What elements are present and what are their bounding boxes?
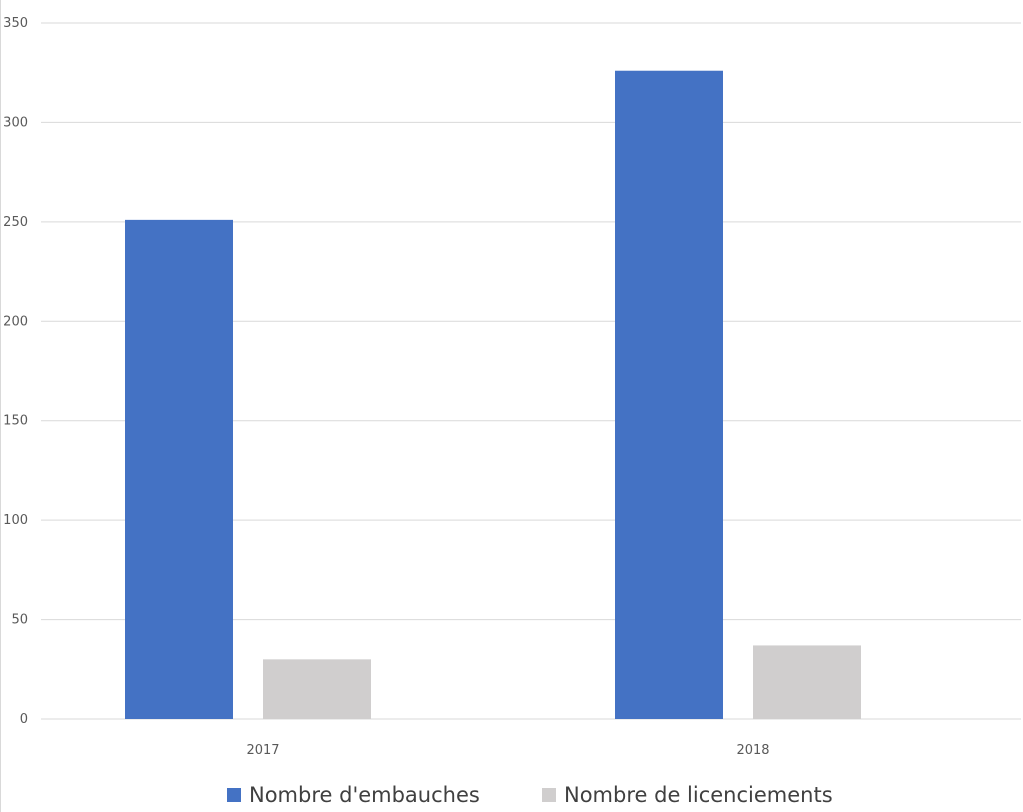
x-axis-ticks: 2017 2018 — [246, 743, 769, 758]
legend: Nombre d'embauches Nombre de licenciement… — [227, 783, 833, 807]
bars — [125, 70, 861, 720]
legend-label-2: Nombre de licenciements — [564, 783, 833, 807]
y-tick-label: 250 — [3, 215, 28, 230]
y-tick-label: 350 — [3, 16, 28, 31]
y-tick-label: 50 — [11, 613, 28, 628]
y-tick-label: 200 — [3, 314, 28, 329]
bar-2017-series-1 — [125, 219, 233, 719]
x-tick-label-2017: 2017 — [246, 743, 279, 758]
bar-2018-series-2 — [753, 645, 861, 719]
bar-2018-series-1 — [615, 70, 723, 720]
bar-2017-series-2 — [263, 659, 371, 719]
y-tick-label: 100 — [3, 513, 28, 528]
y-tick-label: 150 — [3, 414, 28, 429]
y-axis-ticks: 0 50 100 150 200 250 300 350 — [3, 16, 28, 727]
x-tick-label-2018: 2018 — [736, 743, 769, 758]
legend-swatch-1 — [227, 788, 241, 802]
legend-swatch-2 — [542, 788, 556, 802]
y-tick-label: 0 — [20, 712, 28, 727]
legend-label-1: Nombre d'embauches — [249, 783, 480, 807]
y-tick-label: 300 — [3, 115, 28, 130]
